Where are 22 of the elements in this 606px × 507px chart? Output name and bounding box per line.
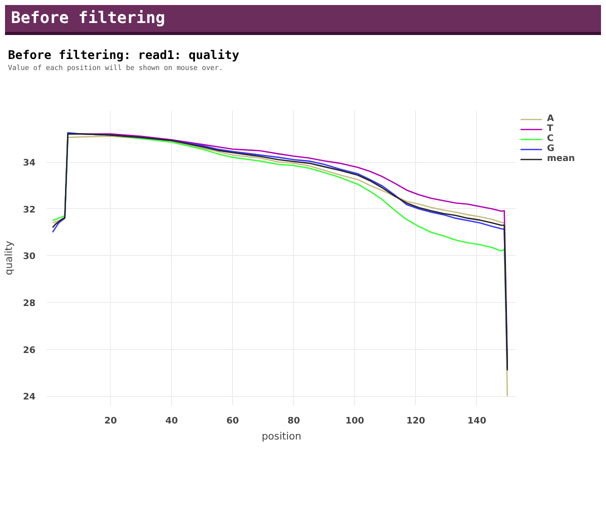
y-tick-label: 34 [22, 158, 36, 168]
legend-label: T [547, 124, 554, 134]
chart-subtitle: Before filtering: read1: quality [8, 46, 240, 64]
x-tick-label: 100 [345, 416, 364, 426]
y-tick-label: 30 [22, 252, 36, 262]
x-tick-label: 40 [165, 416, 178, 426]
y-tick-label: 32 [22, 205, 36, 216]
x-tick-label: 120 [406, 416, 426, 426]
legend-label: A [547, 114, 555, 124]
y-axis-title: quality [4, 240, 15, 276]
x-tick-label: 140 [467, 416, 486, 426]
chart-title: Before filtering [11, 7, 166, 29]
y-tick-label: 24 [22, 392, 36, 403]
y-tick-label: 28 [22, 298, 36, 309]
legend-label: C [547, 134, 555, 144]
legend-label: G [547, 144, 556, 154]
x-tick-label: 60 [226, 416, 239, 426]
x-tick-label: 80 [287, 416, 300, 426]
x-tick-label: 20 [104, 416, 117, 426]
legend-label: mean [547, 154, 575, 164]
y-tick-label: 26 [22, 346, 36, 356]
x-axis-title: position [262, 431, 302, 442]
